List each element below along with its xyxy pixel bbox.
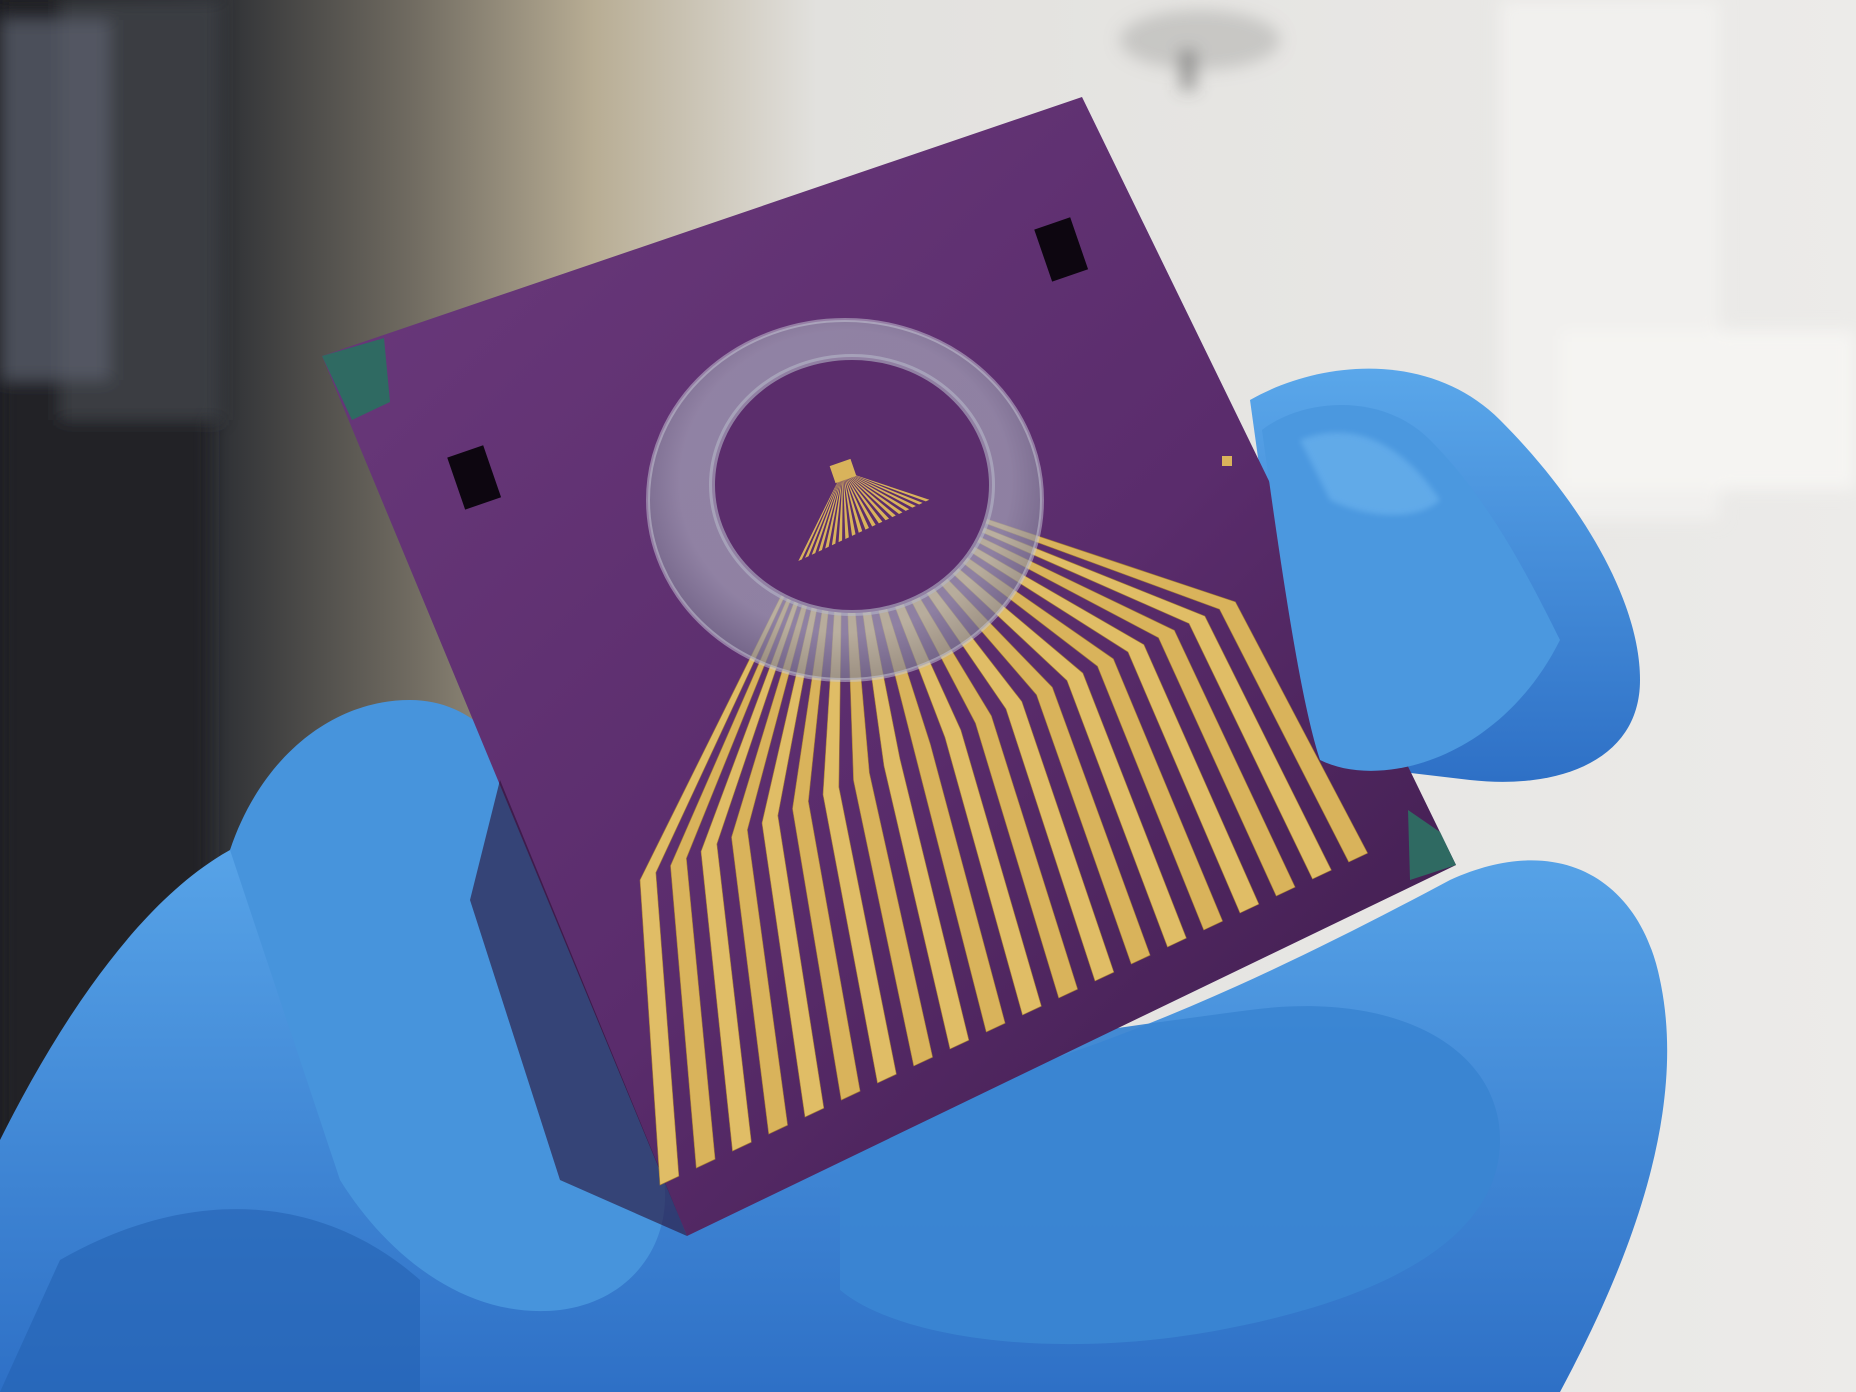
electrode-trace-tip <box>843 471 896 518</box>
electrode-trace-tip <box>843 471 869 530</box>
electrode-trace <box>842 470 1260 914</box>
electrode-trace <box>731 470 844 1135</box>
electrode-trace-tip <box>843 471 890 521</box>
chip-corner-tab <box>322 338 390 420</box>
electrode-trace-tip <box>838 471 843 543</box>
electrode-trace <box>822 470 897 1084</box>
electrode-trace <box>670 470 844 1169</box>
electrode-trace-tip <box>811 471 843 555</box>
chip-corner-tab <box>1408 810 1456 880</box>
electrode-trace <box>842 470 1151 965</box>
electrode-trace-tip <box>798 471 843 561</box>
electrode-trace-tip <box>843 471 923 505</box>
microelectrode-chip <box>322 97 1456 1236</box>
electrode-trace <box>842 470 1115 982</box>
alignment-mark <box>1034 217 1089 282</box>
electrode-trace <box>842 470 1332 880</box>
electrode-trace-tip <box>825 471 843 549</box>
electrode-trace-tip <box>805 471 843 558</box>
electrode-trace-tip <box>843 471 876 527</box>
glove-shadow <box>0 1209 420 1392</box>
electrode-array-center <box>829 458 857 484</box>
electrode-trace <box>842 470 1078 999</box>
electrode-trace-tip <box>843 471 863 533</box>
electrode-trace-tip <box>831 471 843 546</box>
alignment-mark <box>1222 456 1232 466</box>
alignment-mark <box>447 445 502 510</box>
electrode-trace <box>842 470 1369 863</box>
electrode-traces <box>639 470 1369 1186</box>
electrode-trace-tip <box>843 471 916 508</box>
electrode-trace <box>842 470 970 1050</box>
electrode-trace <box>639 470 844 1186</box>
electrode-trace <box>842 470 1042 1016</box>
glove-thumb-highlight <box>1300 432 1440 515</box>
electrode-trace <box>842 470 1223 931</box>
chip-dark-reflection <box>470 780 687 1236</box>
glove-lower-fingers <box>840 1006 1500 1345</box>
electrode-trace <box>842 470 1187 948</box>
electrode-trace <box>842 470 933 1067</box>
electrode-trace <box>842 470 1296 897</box>
electrode-trace-tip <box>843 471 903 514</box>
electrode-trace <box>700 470 844 1152</box>
electrode-trace-tip <box>843 471 930 502</box>
electrode-trace-tip <box>843 471 849 540</box>
electrode-trace-tip <box>843 471 883 524</box>
electrode-trace-tip <box>843 471 910 511</box>
electrode-trace-tip <box>818 471 843 552</box>
electrode-trace-tip <box>843 471 856 536</box>
electrode-trace <box>761 470 844 1118</box>
electrode-traces-center <box>798 471 930 561</box>
